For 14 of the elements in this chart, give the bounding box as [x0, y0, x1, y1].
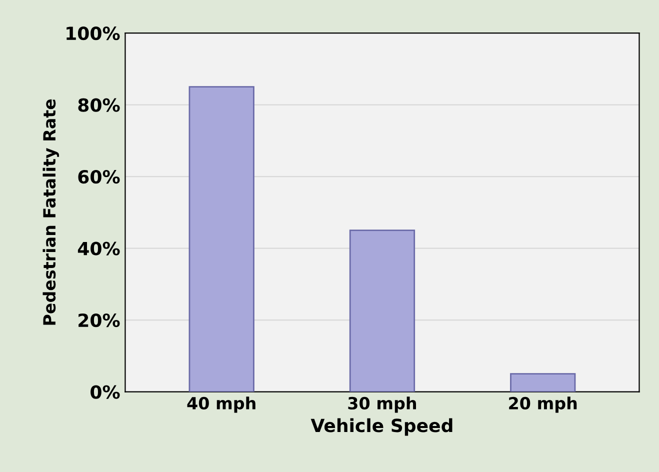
y-tick-label: 60%	[78, 170, 120, 184]
x-tick-label: 30 mph	[348, 396, 416, 413]
y-tick-label: 100%	[66, 26, 120, 40]
x-tick-label: 40 mph	[187, 396, 256, 413]
bar	[510, 373, 576, 392]
y-tick-label: 0%	[90, 385, 120, 399]
x-axis-title: Vehicle Speed	[310, 418, 452, 436]
y-tick-label: 40%	[78, 242, 120, 256]
y-tick-label: 80%	[78, 98, 120, 112]
bar	[349, 230, 416, 392]
bar	[188, 86, 254, 392]
y-tick-label: 20%	[78, 313, 120, 328]
y-axis-title: Pedestrian Fatality Rate	[42, 99, 60, 325]
x-tick-label: 20 mph	[509, 396, 577, 413]
